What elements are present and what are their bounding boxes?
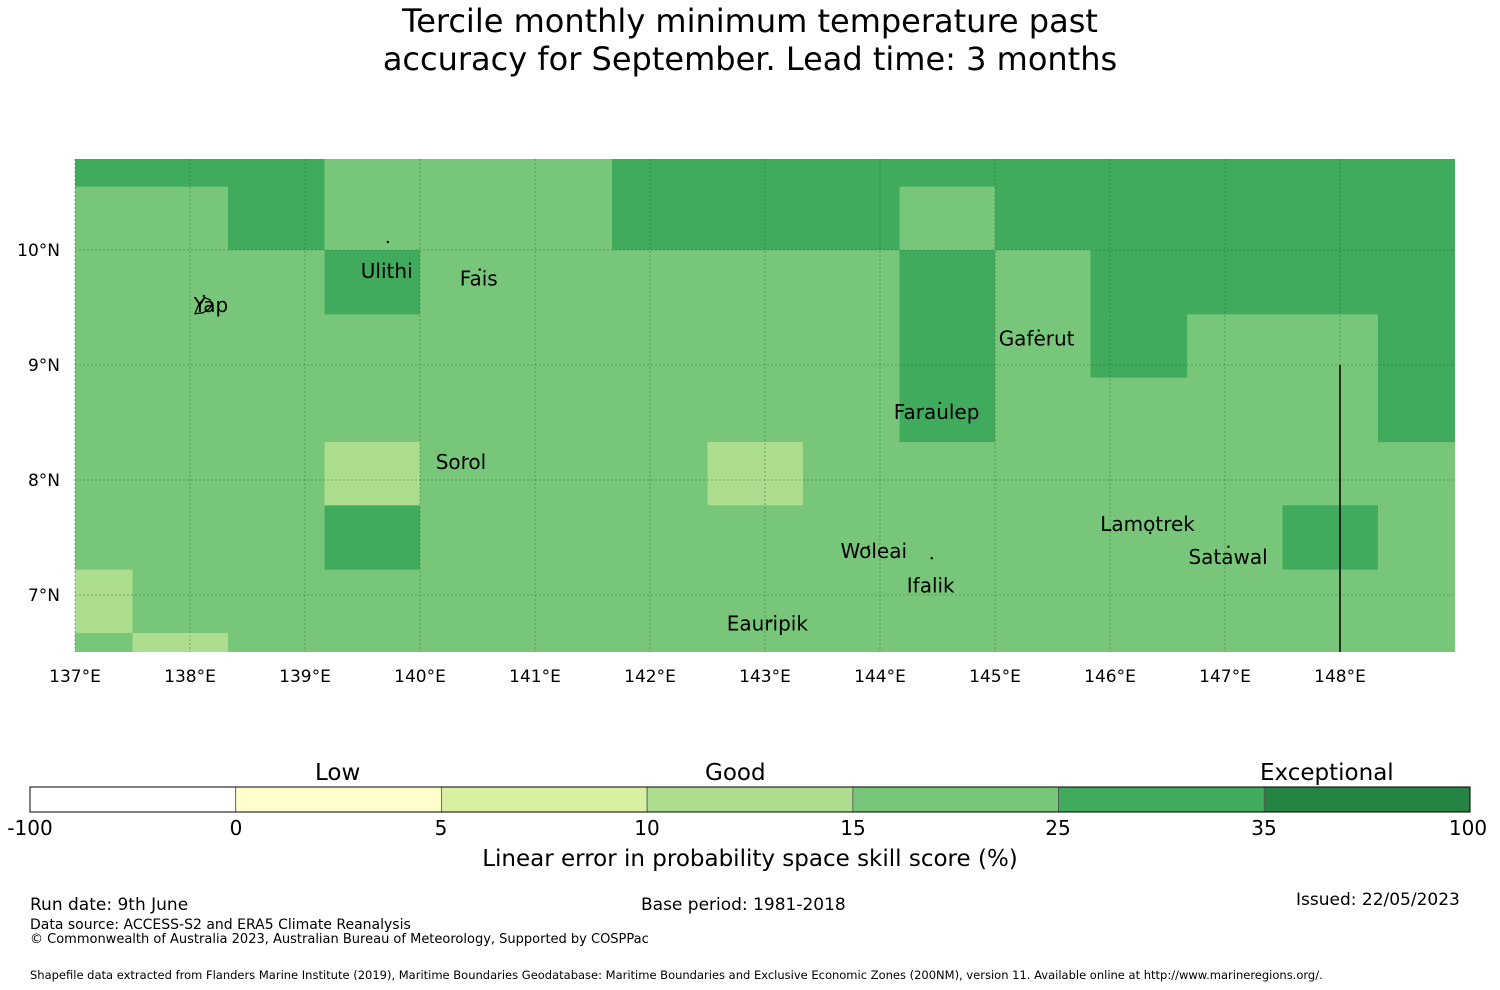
skill-cell (75, 569, 133, 633)
issued-date: Issued: 22/05/2023 (1296, 890, 1460, 910)
yap-island-shape (194, 297, 213, 315)
island-label: Ifalik (907, 573, 955, 597)
island-marker (1037, 329, 1040, 332)
colorbar-segment (1263, 786, 1471, 813)
island-label: Sorol (436, 450, 487, 474)
colorbar-segment (29, 786, 237, 813)
island-marker (462, 455, 465, 459)
island-marker (1149, 531, 1152, 535)
island-label: Gaferut (999, 327, 1075, 351)
skill-cell (324, 159, 613, 250)
colorbar-segment (1058, 786, 1265, 813)
island-label: Lamotrek (1100, 512, 1195, 536)
island-marker (938, 401, 941, 405)
island-marker (930, 557, 933, 560)
island-label: Woleai (841, 539, 908, 563)
lat-tick-label: 9°N (28, 356, 60, 376)
colorbar-tick: 25 (1045, 816, 1071, 840)
run-date: Run date: 9th June (30, 895, 189, 915)
skill-cell (324, 505, 420, 570)
colorbar-tick: 10 (634, 816, 660, 840)
shapefile-credit: Shapefile data extracted from Flanders M… (30, 968, 1323, 982)
skill-cell (1377, 314, 1455, 443)
island-label: Faraulep (894, 400, 980, 424)
colorbar-tick: 15 (840, 816, 866, 840)
colorbar-segment (441, 786, 648, 813)
island-label: Yap (193, 293, 228, 317)
colorbar-tick: 5 (434, 816, 448, 840)
lon-tick-label: 147°E (1199, 667, 1251, 687)
skill-cell (899, 186, 995, 250)
island-label: Fais (460, 267, 498, 291)
lon-tick-label: 142°E (624, 667, 676, 687)
skill-cell (75, 159, 228, 187)
lat-tick-label: 7°N (28, 586, 60, 606)
chart-title-line2: accuracy for September. Lead time: 3 mon… (382, 40, 1118, 78)
skill-cell (324, 250, 420, 315)
chart-title-line1: Tercile monthly minimum temperature past (402, 2, 1098, 40)
chart-title: Tercile monthly minimum temperature past… (0, 2, 1500, 78)
colorbar-frame (29, 786, 1471, 813)
copyright: © Commonwealth of Australia 2023, Austra… (30, 932, 649, 947)
lat-tick-label: 10°N (17, 241, 60, 261)
skill-cell (132, 632, 228, 652)
skill-cell (1090, 250, 1455, 315)
skill-cell (899, 250, 995, 443)
colorbar-label-exceptional: Exceptional (1260, 760, 1394, 786)
lon-tick-label: 140°E (394, 667, 446, 687)
lon-tick-label: 146°E (1084, 667, 1136, 687)
colorbar-title: Linear error in probability space skill … (482, 846, 1018, 872)
island-label: Satawal (1188, 545, 1267, 569)
lon-tick-label: 143°E (739, 667, 791, 687)
colorbar-label-low: Low (315, 760, 361, 786)
base-period: Base period: 1981-2018 (641, 895, 846, 915)
island-marker (1227, 545, 1230, 548)
colorbar-tick: 35 (1251, 816, 1277, 840)
colorbar-segment (852, 786, 1059, 813)
island-marker (769, 620, 772, 623)
skill-cell (1090, 314, 1188, 378)
island-marker (386, 240, 389, 244)
skill-cell (707, 442, 803, 506)
skill-cell (324, 442, 420, 506)
island-marker (202, 294, 205, 298)
colorbar-label-good: Good (705, 760, 766, 786)
colorbar-segment (235, 786, 442, 813)
island-label: Eauripik (727, 612, 809, 636)
skill-cell (227, 159, 325, 250)
lon-tick-label: 148°E (1314, 667, 1366, 687)
colorbar-tick: 0 (229, 816, 243, 840)
colorbar-segment (646, 786, 854, 813)
island-marker (867, 545, 870, 548)
lon-tick-label: 145°E (969, 667, 1021, 687)
data-source: Data source: ACCESS-S2 and ERA5 Climate … (30, 917, 411, 933)
lon-tick-label: 144°E (854, 667, 906, 687)
island-marker (478, 268, 481, 271)
colorbar-tick: -100 (7, 816, 53, 840)
lon-tick-label: 138°E (164, 667, 216, 687)
lon-tick-label: 141°E (509, 667, 561, 687)
island-label: Ulithi (361, 259, 413, 283)
lon-tick-label: 139°E (279, 667, 331, 687)
lon-tick-label: 137°E (49, 667, 101, 687)
lat-tick-label: 8°N (28, 471, 60, 491)
colorbar-tick: 100 (1448, 816, 1488, 840)
skill-cell (1282, 505, 1378, 570)
skill-cell (612, 159, 1455, 250)
